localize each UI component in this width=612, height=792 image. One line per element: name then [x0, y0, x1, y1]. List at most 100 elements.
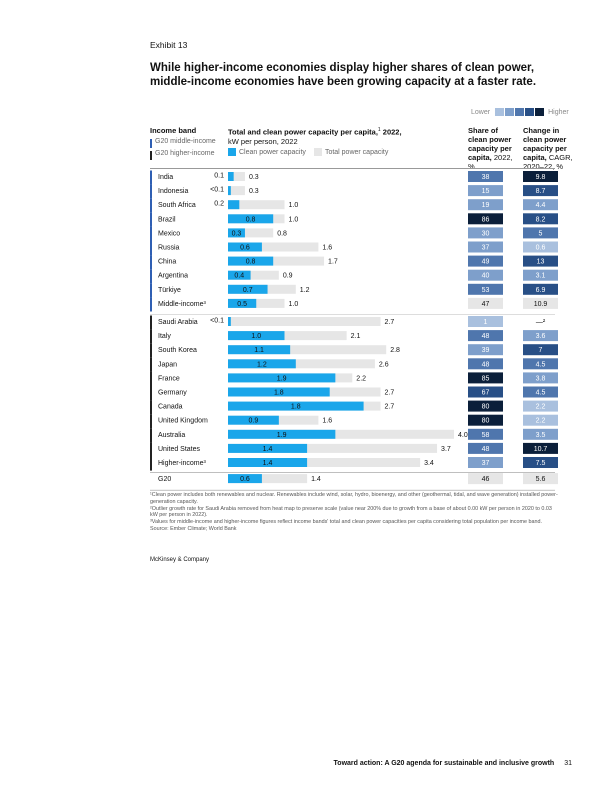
income-band-marker — [150, 371, 152, 386]
change-value-9: 10.9 — [534, 301, 548, 308]
page-footer: Toward action: A G20 agenda for sustaina… — [0, 760, 572, 767]
scale-swatch-3 — [515, 108, 525, 116]
income-band-marker — [150, 170, 152, 185]
income-band-marker — [150, 297, 152, 312]
clean-value-label-11: 1.0 — [251, 333, 261, 340]
total-value-label-14: 2.2 — [356, 375, 366, 382]
row-label-11: Italy — [158, 333, 171, 340]
income-band-marker — [150, 198, 152, 213]
share-cell-2 — [468, 199, 503, 211]
change-cell-2 — [523, 199, 558, 211]
clean-value-label-12: 1.1 — [254, 347, 264, 354]
clean-bar-19 — [228, 443, 308, 453]
share-value-8: 53 — [482, 287, 490, 294]
change-value-8: 6.9 — [536, 287, 546, 294]
change-cell-13 — [523, 358, 558, 370]
share-value-5: 37 — [482, 245, 490, 252]
row-label-16: Canada — [158, 404, 183, 411]
clean-value-label-21: 0.6 — [240, 476, 250, 483]
income-band-marker — [150, 456, 152, 471]
share-header: Share of clean power capacity per capita… — [468, 126, 513, 171]
clean-bar-2 — [228, 200, 240, 210]
total-value-label-8: 1.2 — [300, 287, 310, 294]
total-bar-5 — [228, 242, 319, 252]
share-value-20: 37 — [482, 460, 490, 467]
bar-legend: Clean power capacity Total power capacit… — [228, 148, 388, 156]
total-value-label-13: 2.6 — [379, 361, 389, 368]
income-band-marker — [150, 357, 152, 372]
total-value-label-11: 2.1 — [351, 333, 361, 340]
share-cell-13 — [468, 358, 503, 370]
clean-value-label-16: 1.8 — [291, 404, 301, 411]
income-band-marker — [150, 400, 152, 415]
footnote-2: ²Outlier growth rate for Saudi Arabia re… — [150, 505, 552, 519]
share-cell-7 — [468, 269, 503, 281]
total-value-label-12: 2.8 — [390, 347, 400, 354]
share-value-17: 80 — [482, 418, 490, 425]
share-value-3: 86 — [482, 216, 490, 223]
change-value-7: 3.1 — [536, 273, 546, 280]
row-label-14: France — [158, 375, 180, 382]
footnote-1: ¹Clean power includes both renewables an… — [150, 492, 558, 505]
share-cell-19 — [468, 442, 503, 454]
change-cell-21 — [523, 473, 558, 485]
change-value-1: 8.7 — [536, 188, 546, 195]
share-cell-15 — [468, 386, 503, 398]
change-value-2: 4.4 — [536, 202, 546, 209]
brand-name: McKinsey & Company — [150, 557, 210, 563]
exhibit-label: Exhibit 13 — [150, 40, 188, 50]
share-cell-20 — [468, 457, 503, 468]
clean-value-label-9: 0.5 — [237, 301, 247, 308]
source-note: Source: Ember Climate; World Bank — [150, 526, 237, 532]
change-value-13: 4.5 — [536, 361, 546, 368]
change-value-16: 2.2 — [536, 404, 546, 411]
total-bar-11 — [228, 331, 347, 341]
scale-swatch-5 — [535, 108, 545, 116]
share-value-13: 48 — [482, 361, 490, 368]
income-band-marker — [150, 343, 152, 358]
total-bar-4 — [228, 228, 274, 238]
clean-value-label-1: <0.1 — [210, 187, 224, 194]
share-cell-12 — [468, 344, 503, 356]
clean-value-label-6: 0.8 — [246, 259, 256, 266]
clean-bar-12 — [228, 345, 291, 355]
total-bar-0 — [228, 172, 245, 181]
income-band-marker — [150, 212, 152, 227]
change-value-10: —² — [536, 319, 546, 326]
change-cell-12 — [523, 344, 558, 356]
change-cell-16 — [523, 400, 558, 412]
row-label-1: Indonesia — [158, 188, 188, 195]
change-header: Change in clean power capacity per capit… — [523, 126, 573, 171]
change-value-6: 13 — [537, 259, 545, 266]
income-band-marker — [150, 226, 152, 241]
change-value-0: 9.8 — [536, 174, 546, 181]
clean-bar-20 — [228, 458, 308, 467]
scale-swatch-4 — [525, 108, 535, 116]
share-cell-4 — [468, 227, 503, 239]
share-value-4: 30 — [482, 230, 490, 237]
total-bar-6 — [228, 256, 325, 266]
clean-bar-5 — [228, 242, 262, 252]
share-value-15: 67 — [482, 390, 490, 397]
clean-value-label-0: 0.1 — [214, 173, 224, 180]
footnote-3: ³Values for middle-income and higher-inc… — [150, 519, 542, 525]
clean-bar-4 — [228, 228, 245, 238]
income-band-marker — [150, 255, 152, 270]
total-value-label-15: 2.7 — [385, 390, 395, 397]
clean-bar-14 — [228, 373, 336, 383]
clean-bar-9 — [228, 298, 257, 308]
clean-bar-0 — [228, 172, 234, 181]
total-bar-13 — [228, 359, 375, 369]
share-cell-21 — [468, 473, 503, 485]
income-band-marker — [150, 386, 152, 401]
share-value-21: 46 — [482, 476, 490, 483]
share-cell-9 — [468, 297, 503, 309]
total-bar-2 — [228, 200, 285, 210]
total-legend-label: Total power capacity — [324, 148, 389, 156]
clean-value-label-17: 0.9 — [249, 418, 259, 425]
total-bar-1 — [228, 186, 245, 196]
clean-value-label-8: 0.7 — [243, 287, 253, 294]
share-value-18: 58 — [482, 432, 490, 439]
clean-bar-6 — [228, 256, 274, 266]
